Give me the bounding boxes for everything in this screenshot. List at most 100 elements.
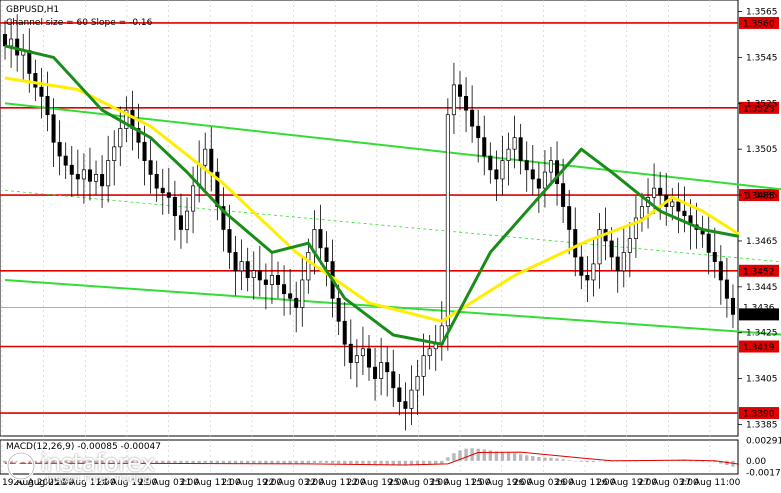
macd-bar xyxy=(597,460,602,462)
macd-bar xyxy=(688,460,693,462)
macd-bar xyxy=(3,460,7,464)
macd-bar xyxy=(373,460,377,465)
candle xyxy=(360,348,365,357)
macd-bar xyxy=(409,460,414,466)
macd-bar xyxy=(51,460,56,464)
candle xyxy=(342,320,347,345)
x-tick-label: 26 Aug 03:00 xyxy=(513,478,574,488)
candle xyxy=(476,125,481,139)
macd-bar xyxy=(343,460,347,464)
x-tick-label: 27 Aug 11:00 xyxy=(680,478,741,488)
candle xyxy=(9,38,14,47)
candle xyxy=(288,293,293,299)
candle xyxy=(445,114,450,327)
candle xyxy=(385,362,390,373)
candle xyxy=(555,160,560,184)
macd-bar xyxy=(700,460,705,462)
candle xyxy=(306,252,311,281)
candle xyxy=(579,256,584,276)
candle xyxy=(548,160,554,173)
macd-bar xyxy=(33,460,38,464)
macd-bar xyxy=(361,460,365,465)
candle xyxy=(245,261,250,279)
macd-bar xyxy=(21,460,25,464)
macd-bar xyxy=(167,460,171,464)
macd-bar xyxy=(397,460,401,466)
candle xyxy=(379,362,384,379)
candle xyxy=(373,366,378,379)
macd-bar xyxy=(385,460,389,466)
level-badge xyxy=(739,189,779,202)
macd-bar xyxy=(112,460,116,463)
macd-bar xyxy=(421,460,426,465)
candle xyxy=(597,229,602,265)
candle xyxy=(221,206,226,230)
x-tick-label: 25 Aug 11:00 xyxy=(430,478,491,488)
macd-bar xyxy=(403,460,408,466)
candle xyxy=(561,183,566,207)
macd-bar xyxy=(76,460,80,464)
macd-bar xyxy=(415,460,420,465)
candle xyxy=(106,160,111,187)
macd-bar xyxy=(555,458,559,461)
candle xyxy=(233,252,238,272)
macd-bar xyxy=(525,455,529,461)
macd-bar xyxy=(488,450,492,461)
macd-bar xyxy=(440,460,444,464)
macd-bar xyxy=(221,460,226,464)
macd-bar xyxy=(337,460,341,464)
candle xyxy=(506,148,511,161)
level-badge xyxy=(739,264,779,277)
macd-bar xyxy=(324,460,329,463)
macd-bar xyxy=(464,448,468,461)
instaforex-logo-icon xyxy=(6,451,36,481)
macd-bar xyxy=(294,460,298,464)
x-tick-label: 21 Aug 19:00 xyxy=(222,478,283,488)
candle xyxy=(69,164,74,175)
macd-bar xyxy=(355,460,359,465)
macd-bar xyxy=(155,460,159,464)
logo-tagline: Instant Forex Trading xyxy=(46,474,152,485)
candle xyxy=(470,109,475,127)
macd-bar xyxy=(306,460,311,464)
candle xyxy=(33,73,38,88)
macd-bar xyxy=(549,457,553,461)
candle xyxy=(682,210,687,217)
candle xyxy=(100,174,105,187)
macd-bar xyxy=(506,452,511,461)
candle xyxy=(524,160,529,171)
level-badge xyxy=(739,340,779,353)
candle xyxy=(263,279,268,285)
indicator-label: Channel size = 60 Slope = -0.16 xyxy=(6,18,153,28)
macd-bar xyxy=(682,460,687,461)
macd-bar xyxy=(579,460,583,462)
macd-bar xyxy=(57,460,62,464)
candle xyxy=(627,238,632,253)
macd-tick-label: 0.00 xyxy=(746,457,766,467)
macd-bar xyxy=(446,457,450,461)
macd-bar xyxy=(94,460,98,464)
candle xyxy=(178,215,183,230)
macd-bar xyxy=(512,453,517,461)
candle xyxy=(512,137,517,150)
candle xyxy=(542,171,547,189)
current-price-badge xyxy=(739,308,779,321)
macd-bar xyxy=(330,460,335,464)
candle xyxy=(403,401,408,409)
candle xyxy=(269,275,274,285)
macd-bar xyxy=(276,460,280,464)
macd-bar xyxy=(64,460,68,464)
sma-green-line xyxy=(4,44,740,346)
candle xyxy=(451,84,456,116)
symbol-label: GBPUSD,H1 xyxy=(6,5,59,15)
candle xyxy=(239,261,244,272)
x-tick-label: 22 Aug 03:00 xyxy=(263,478,324,488)
candle xyxy=(136,128,141,143)
macd-bar xyxy=(312,460,317,463)
candle xyxy=(348,343,353,363)
candle xyxy=(530,169,535,180)
x-tick-label: 20 Aug 11:00 xyxy=(55,478,116,488)
macd-bar xyxy=(567,460,571,461)
macd-bar xyxy=(573,460,577,462)
